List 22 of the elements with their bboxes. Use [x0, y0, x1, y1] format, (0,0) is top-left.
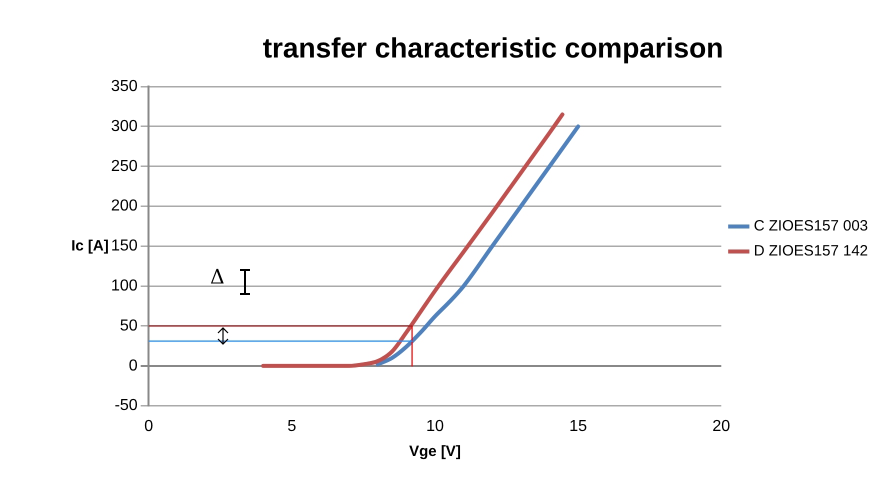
y-tick-label: 350 — [110, 78, 138, 96]
x-tick-label: 5 — [287, 418, 296, 435]
y-tick-label: 0 — [128, 357, 138, 374]
line-series — [261, 112, 564, 368]
y-tick-label: 250 — [110, 158, 138, 175]
y-tick-label: -50 — [114, 397, 138, 414]
legend-label: C ZIOES157 003 — [754, 218, 868, 235]
x-tick-label: 0 — [144, 418, 154, 435]
x-tick-label: 10 — [426, 418, 444, 435]
x-axis-title: Vge [V] — [409, 443, 461, 460]
x-tick-label: 20 — [712, 418, 730, 435]
legend-label: D ZIOES157 142 — [754, 242, 868, 260]
y-tick-label: 50 — [120, 317, 138, 334]
y-tick-label: 100 — [110, 278, 138, 295]
y-tick-label: 150 — [110, 238, 138, 255]
y-tick-label: 200 — [110, 198, 138, 215]
x-tick-label: 15 — [569, 418, 588, 435]
y-axis-title: Ic [A] — [71, 237, 109, 254]
line-series — [376, 124, 580, 366]
annotation: Δ — [210, 264, 225, 288]
y-tick-label: 300 — [110, 118, 138, 135]
chart-title: transfer characteristic comparison — [262, 32, 724, 64]
